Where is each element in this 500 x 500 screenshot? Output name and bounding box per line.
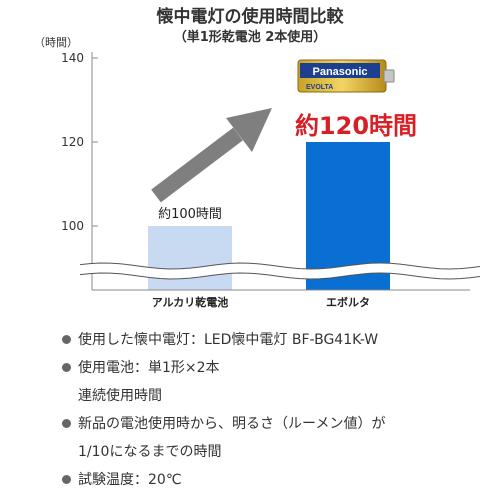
- data-label-highlight: 約120時間: [295, 112, 417, 140]
- chart-title: 懐中電灯の使用時間比較: [156, 7, 344, 27]
- axis-break-line-top: [79, 262, 481, 270]
- x-tick-labels-group: アルカリ乾電池 エボルタ: [152, 295, 370, 309]
- note-line: 1/10になるまでの時間: [62, 438, 492, 466]
- growth-arrow: [151, 108, 272, 203]
- battery-brand: Panasonic: [312, 66, 367, 78]
- y-axis-label: （時間）: [34, 36, 78, 49]
- note-text: 新品の電池使用時から、明るさ（ルーメン値）が: [78, 416, 386, 432]
- note-text: 1/10になるまでの時間: [78, 444, 222, 460]
- chart-subtitle: （単1形乾電池 2本使用）: [173, 30, 327, 45]
- bar: [148, 226, 232, 290]
- note-line: 試験温度：20℃: [62, 466, 492, 494]
- bullet-icon: [62, 363, 71, 372]
- note-text: 使用電池：単1形×2本: [78, 360, 220, 376]
- note-text: 連続使用時間: [78, 388, 162, 404]
- x-tick-label: アルカリ乾電池: [152, 295, 229, 309]
- notes-list: 使用した懐中電灯：LED懐中電灯 BF-BG41K-W 使用電池：単1形×2本 連続…: [62, 326, 492, 494]
- note-line: 使用電池：単1形×2本: [62, 354, 492, 382]
- x-tick-label: エボルタ: [326, 295, 370, 309]
- note-text: 試験温度：20℃: [78, 472, 182, 488]
- data-labels-group: 約100時間 約120時間: [158, 112, 417, 222]
- y-tick-label: 140: [61, 51, 84, 65]
- battery-illustration: Panasonic EVOLTA: [297, 59, 395, 93]
- bullet-icon: [62, 419, 71, 428]
- y-tick-label: 120: [61, 135, 84, 149]
- axis-break-line-bottom: [79, 272, 481, 280]
- bullet-icon: [62, 475, 71, 484]
- y-axis-ticks: 100 120 140: [61, 51, 98, 233]
- note-line: 新品の電池使用時から、明るさ（ルーメン値）が: [62, 410, 492, 438]
- axis-break-band: [80, 263, 480, 279]
- battery-model: EVOLTA: [306, 84, 333, 91]
- y-tick-label: 100: [61, 219, 84, 233]
- note-text: 使用した懐中電灯：LED懐中電灯 BF-BG41K-W: [78, 332, 379, 348]
- note-line: 連続使用時間: [62, 382, 492, 410]
- data-label: 約100時間: [158, 207, 222, 222]
- note-line: 使用した懐中電灯：LED懐中電灯 BF-BG41K-W: [62, 326, 492, 354]
- bullet-icon: [62, 335, 71, 344]
